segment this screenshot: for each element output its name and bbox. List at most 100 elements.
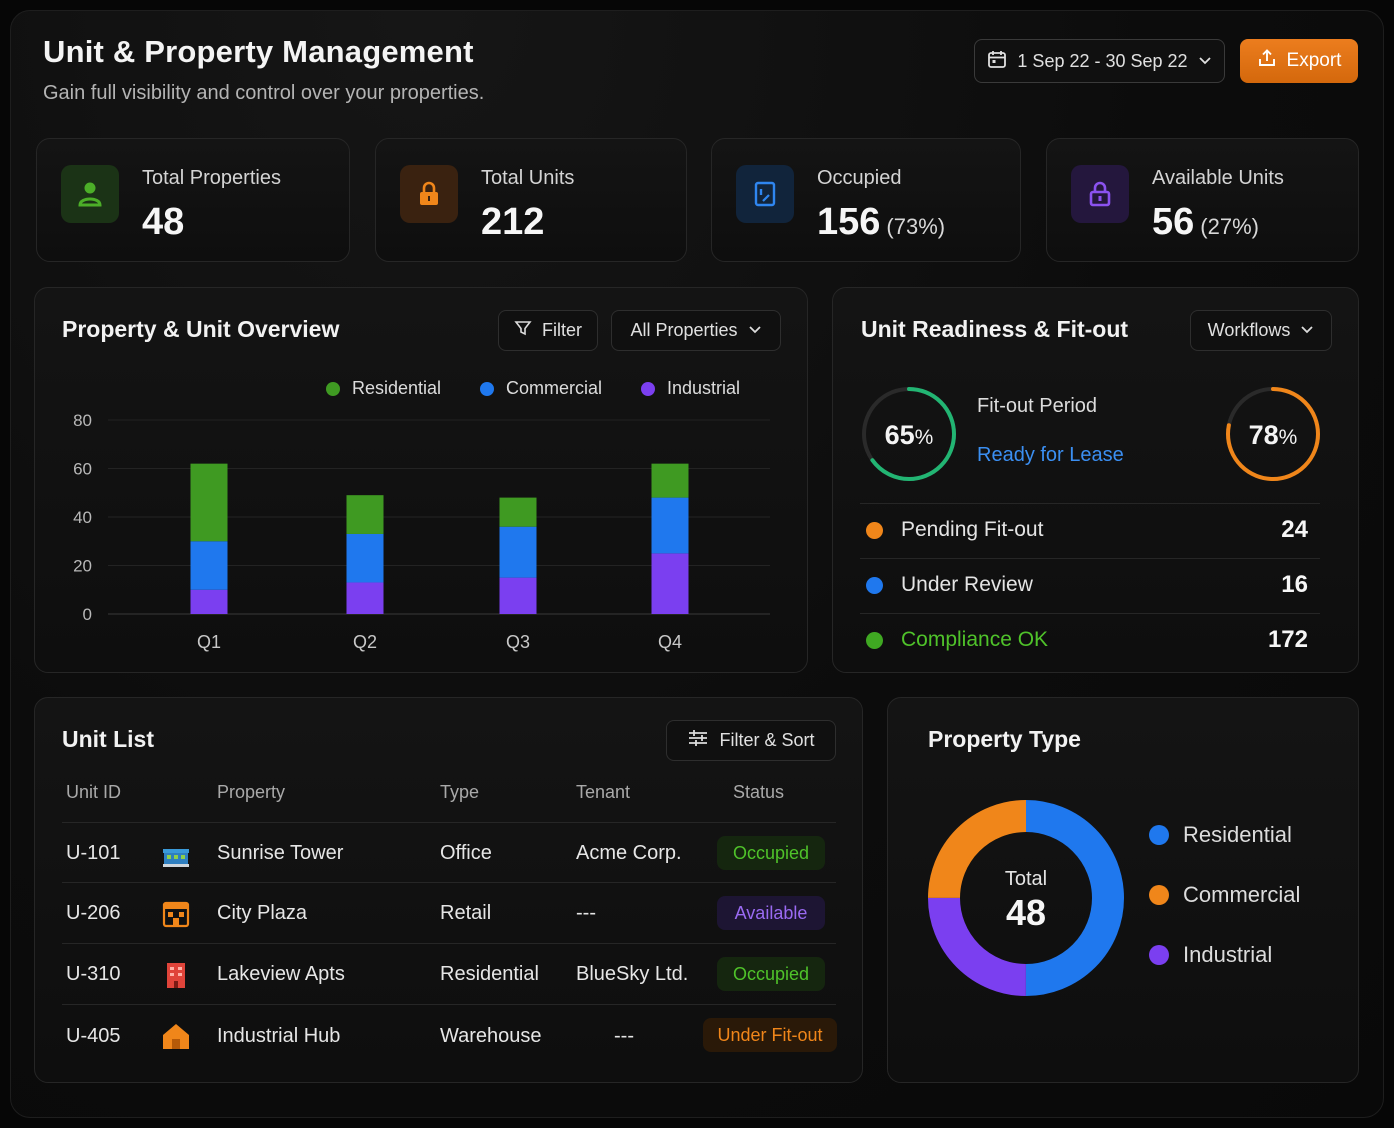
bar-segment-industrial[interactable] [190, 589, 228, 614]
bar-segment-industrial[interactable] [346, 582, 384, 614]
x-tick-label: Q2 [353, 632, 377, 652]
column-header-tenant[interactable]: Tenant [576, 782, 631, 802]
y-tick-label: 0 [83, 605, 92, 624]
date-range-label: 1 Sep 22 - 30 Sep 22 [1017, 50, 1188, 71]
tenant-name: --- [614, 1025, 634, 1047]
legend-dot [641, 381, 655, 396]
donut-slice-commercial[interactable] [928, 800, 1124, 996]
donut-legend-commercial: Commercial [1149, 882, 1300, 908]
donut-slice-industrial[interactable] [928, 800, 1124, 996]
ready-for-lease-link[interactable]: Ready for Lease [977, 444, 1124, 466]
stat-card-total-units: Total Units 212 [375, 138, 687, 262]
status-badge: Occupied [717, 957, 825, 991]
property-type-title: Property Type [928, 726, 1081, 752]
tenant-name: Acme Corp. [576, 842, 682, 864]
ring-arc [1226, 387, 1320, 481]
chart-legend-commercial: Commercial [480, 378, 602, 399]
export-button[interactable]: Export [1240, 39, 1358, 83]
filter-label: Filter [542, 320, 582, 340]
workflows-label: Workflows [1207, 320, 1291, 340]
unit-id: U-101 [66, 842, 121, 864]
donut-legend-industrial: Industrial [1149, 942, 1272, 968]
stat-label: Occupied [817, 167, 902, 189]
stat-card-occupied: Occupied 156 (73%) [711, 138, 1021, 262]
ring-value: 65% [885, 420, 934, 450]
bar-segment-industrial[interactable] [499, 577, 537, 614]
unit-id: U-206 [66, 902, 121, 924]
property-type-donut: Total 48 [928, 800, 1124, 996]
status-dot [866, 631, 883, 649]
bar-segment-residential[interactable] [499, 497, 537, 527]
stat-label: Total Units [481, 167, 575, 189]
filter-sort-button[interactable]: Filter & Sort [666, 720, 836, 761]
export-label: Export [1286, 50, 1342, 71]
chart-legend-industrial: Industrial [641, 378, 740, 399]
donut-center-label: Total [1005, 868, 1047, 890]
user-icon [61, 165, 119, 223]
x-tick-label: Q3 [506, 632, 530, 652]
stat-card-total-properties: Total Properties 48 [36, 138, 350, 262]
bar-segment-industrial[interactable] [651, 553, 689, 614]
upload-icon [1257, 48, 1277, 74]
x-tick-label: Q4 [658, 632, 682, 652]
bar-segment-commercial[interactable] [190, 541, 228, 590]
bar-segment-commercial[interactable] [499, 526, 537, 578]
bar-segment-commercial[interactable] [651, 497, 689, 554]
readiness-row-pending: Pending Fit-out 24 [866, 515, 1308, 545]
stat-value: 156 (73%) [817, 201, 946, 243]
property-name: Sunrise Tower [217, 842, 344, 864]
calendar-icon [987, 49, 1007, 74]
column-header-status[interactable]: Status [733, 782, 785, 802]
fitout-progress-ring: 65% [862, 387, 956, 481]
column-header-type[interactable]: Type [440, 782, 480, 802]
apartment-icon [167, 963, 185, 988]
bar-segment-residential[interactable] [346, 495, 384, 534]
stat-card-available-units: Available Units 56 (27%) [1046, 138, 1359, 262]
readiness-row-compliance: Compliance OK 172 [866, 625, 1308, 655]
stat-value: 56 (27%) [1152, 201, 1259, 243]
fitout-period-label: Fit-out Period [977, 395, 1098, 417]
property-select[interactable]: All Properties [611, 310, 781, 351]
legend-dot [480, 381, 494, 396]
ring-arc [862, 387, 956, 481]
chevron-down-icon [748, 320, 762, 341]
unit-list-title: Unit List [62, 726, 154, 752]
building-icon [163, 849, 189, 867]
divider [62, 882, 836, 883]
store-icon [162, 901, 190, 928]
workflows-select[interactable]: Workflows [1190, 310, 1332, 351]
divider [860, 613, 1320, 614]
legend-dot [1149, 945, 1169, 965]
status-badge: Occupied [717, 836, 825, 870]
ready-progress-ring: 78% [1226, 387, 1320, 481]
property-type-panel [887, 697, 1359, 1083]
unit-type: Warehouse [440, 1025, 542, 1047]
donut-legend-residential: Residential [1149, 822, 1292, 848]
divider [860, 503, 1320, 504]
divider [62, 1004, 836, 1005]
chart-legend-residential: Residential [326, 378, 441, 399]
unit-id: U-310 [66, 963, 121, 985]
y-tick-label: 60 [73, 460, 92, 479]
filter-button[interactable]: Filter [498, 310, 598, 351]
x-tick-label: Q1 [197, 632, 221, 652]
filter-sort-label: Filter & Sort [719, 730, 815, 750]
stat-value: 212 [481, 201, 545, 243]
bar-segment-residential[interactable] [190, 463, 228, 542]
unit-id: U-405 [66, 1025, 121, 1047]
divider [860, 558, 1320, 559]
sliders-icon [687, 728, 709, 753]
date-range-picker[interactable]: 1 Sep 22 - 30 Sep 22 [974, 39, 1225, 83]
chevron-down-icon [1300, 320, 1314, 341]
status-badge: Under Fit-out [703, 1018, 837, 1052]
stat-label: Available Units [1152, 167, 1284, 189]
divider [62, 822, 836, 823]
stat-percent: (27%) [1200, 214, 1259, 239]
bar-segment-residential[interactable] [651, 463, 689, 498]
column-header-unit-id[interactable]: Unit ID [66, 782, 122, 802]
column-header-property[interactable]: Property [217, 782, 286, 802]
stat-percent: (73%) [886, 214, 946, 239]
property-select-label: All Properties [630, 320, 738, 340]
page-title: Unit & Property Management [43, 34, 474, 69]
bar-segment-commercial[interactable] [346, 533, 384, 583]
